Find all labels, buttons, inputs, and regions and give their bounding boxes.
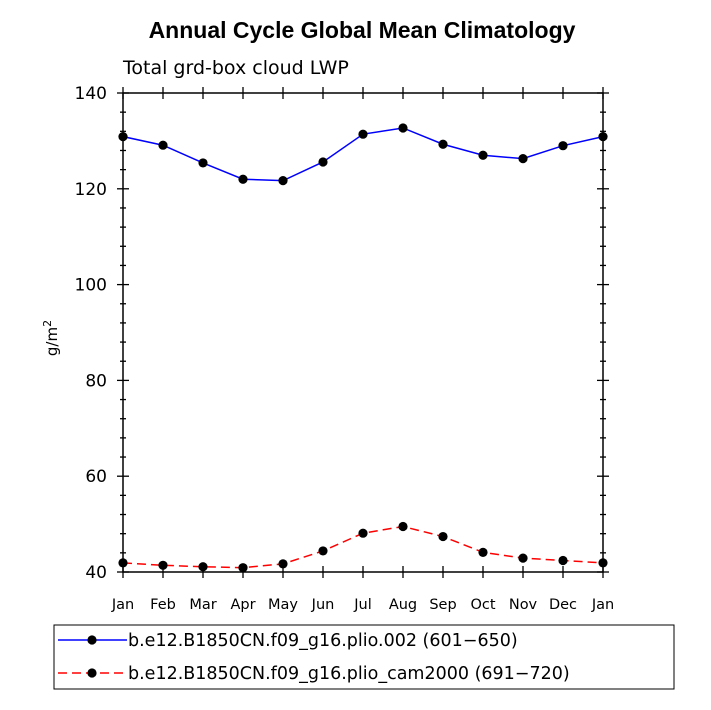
- data-point: [278, 559, 288, 569]
- data-point: [118, 131, 128, 142]
- plot-frame: [122, 92, 604, 573]
- legend-swatch-marker: [87, 668, 97, 678]
- x-tick-label: Feb: [150, 597, 176, 613]
- data-point: [438, 139, 448, 149]
- x-tick-labels: Jan Feb Mar Apr May Jun Jul Aug Sep Oct Nov Dec Jan: [111, 597, 614, 613]
- x-tick-label: Nov: [509, 597, 538, 613]
- x-tick-label: Mar: [189, 597, 216, 613]
- y-tick-label: 120: [75, 180, 107, 200]
- legend-label: b.e12.B1850CN.f09_g16.plio_cam2000 (691−…: [128, 664, 570, 684]
- y-tick-label: 100: [75, 276, 107, 296]
- data-point: [158, 560, 168, 570]
- data-point: [478, 150, 488, 160]
- legend-items: b.e12.B1850CN.f09_g16.plio.002 (601−650)…: [58, 631, 570, 684]
- series-2: [118, 521, 608, 573]
- data-point: [278, 176, 288, 186]
- data-point: [118, 558, 128, 568]
- legend-item-1: b.e12.B1850CN.f09_g16.plio.002 (601−650): [58, 631, 518, 651]
- data-point: [518, 553, 528, 563]
- legend-box: [53, 624, 675, 690]
- x-tick-label: Dec: [549, 597, 577, 613]
- legend-item-2: b.e12.B1850CN.f09_g16.plio_cam2000 (691−…: [58, 664, 570, 684]
- y-tick-label: 80: [85, 371, 107, 391]
- x-tick-label: Aug: [389, 597, 417, 613]
- data-point: [518, 154, 528, 164]
- x-tick-label: Jan: [111, 597, 134, 613]
- y-tick-label: 140: [75, 84, 107, 104]
- x-tick-label: Jan: [591, 597, 614, 613]
- x-tick-label: May: [268, 597, 298, 613]
- axis-ticks: [117, 87, 609, 578]
- data-point: [158, 140, 168, 150]
- x-tick-label: Jul: [353, 597, 372, 613]
- data-point: [358, 129, 368, 139]
- y-tick-label: 60: [85, 467, 107, 487]
- data-point: [318, 157, 328, 167]
- data-point: [358, 528, 368, 538]
- x-tick-label: Jun: [311, 597, 335, 613]
- y-tick-labels: 40 60 80 100 120 140: [75, 84, 107, 583]
- data-point: [438, 531, 448, 542]
- data-point: [558, 141, 568, 151]
- legend-label: b.e12.B1850CN.f09_g16.plio.002 (601−650): [128, 631, 518, 651]
- data-point: [598, 558, 608, 568]
- x-tick-label: Oct: [470, 597, 495, 613]
- data-point: [398, 123, 408, 133]
- data-point: [598, 131, 608, 142]
- data-point: [238, 563, 248, 573]
- data-point: [198, 562, 208, 572]
- chart-subtitle: Total grd-box cloud LWP: [122, 57, 349, 79]
- y-tick-label: 40: [85, 563, 107, 583]
- data-point: [558, 555, 568, 566]
- data-point: [398, 521, 408, 532]
- series-layer: [118, 123, 608, 573]
- data-point: [318, 546, 328, 556]
- legend: b.e12.B1850CN.f09_g16.plio.002 (601−650)…: [53, 624, 675, 690]
- x-tick-label: Apr: [230, 597, 255, 613]
- data-point: [198, 158, 208, 168]
- y-axis-label: g/m2: [41, 320, 61, 356]
- data-point: [238, 174, 248, 184]
- series-1: [118, 123, 608, 186]
- chart-title: Annual Cycle Global Mean Climatology: [149, 17, 576, 43]
- legend-swatch-marker: [87, 635, 97, 645]
- data-point: [478, 547, 488, 557]
- x-tick-label: Sep: [429, 597, 456, 613]
